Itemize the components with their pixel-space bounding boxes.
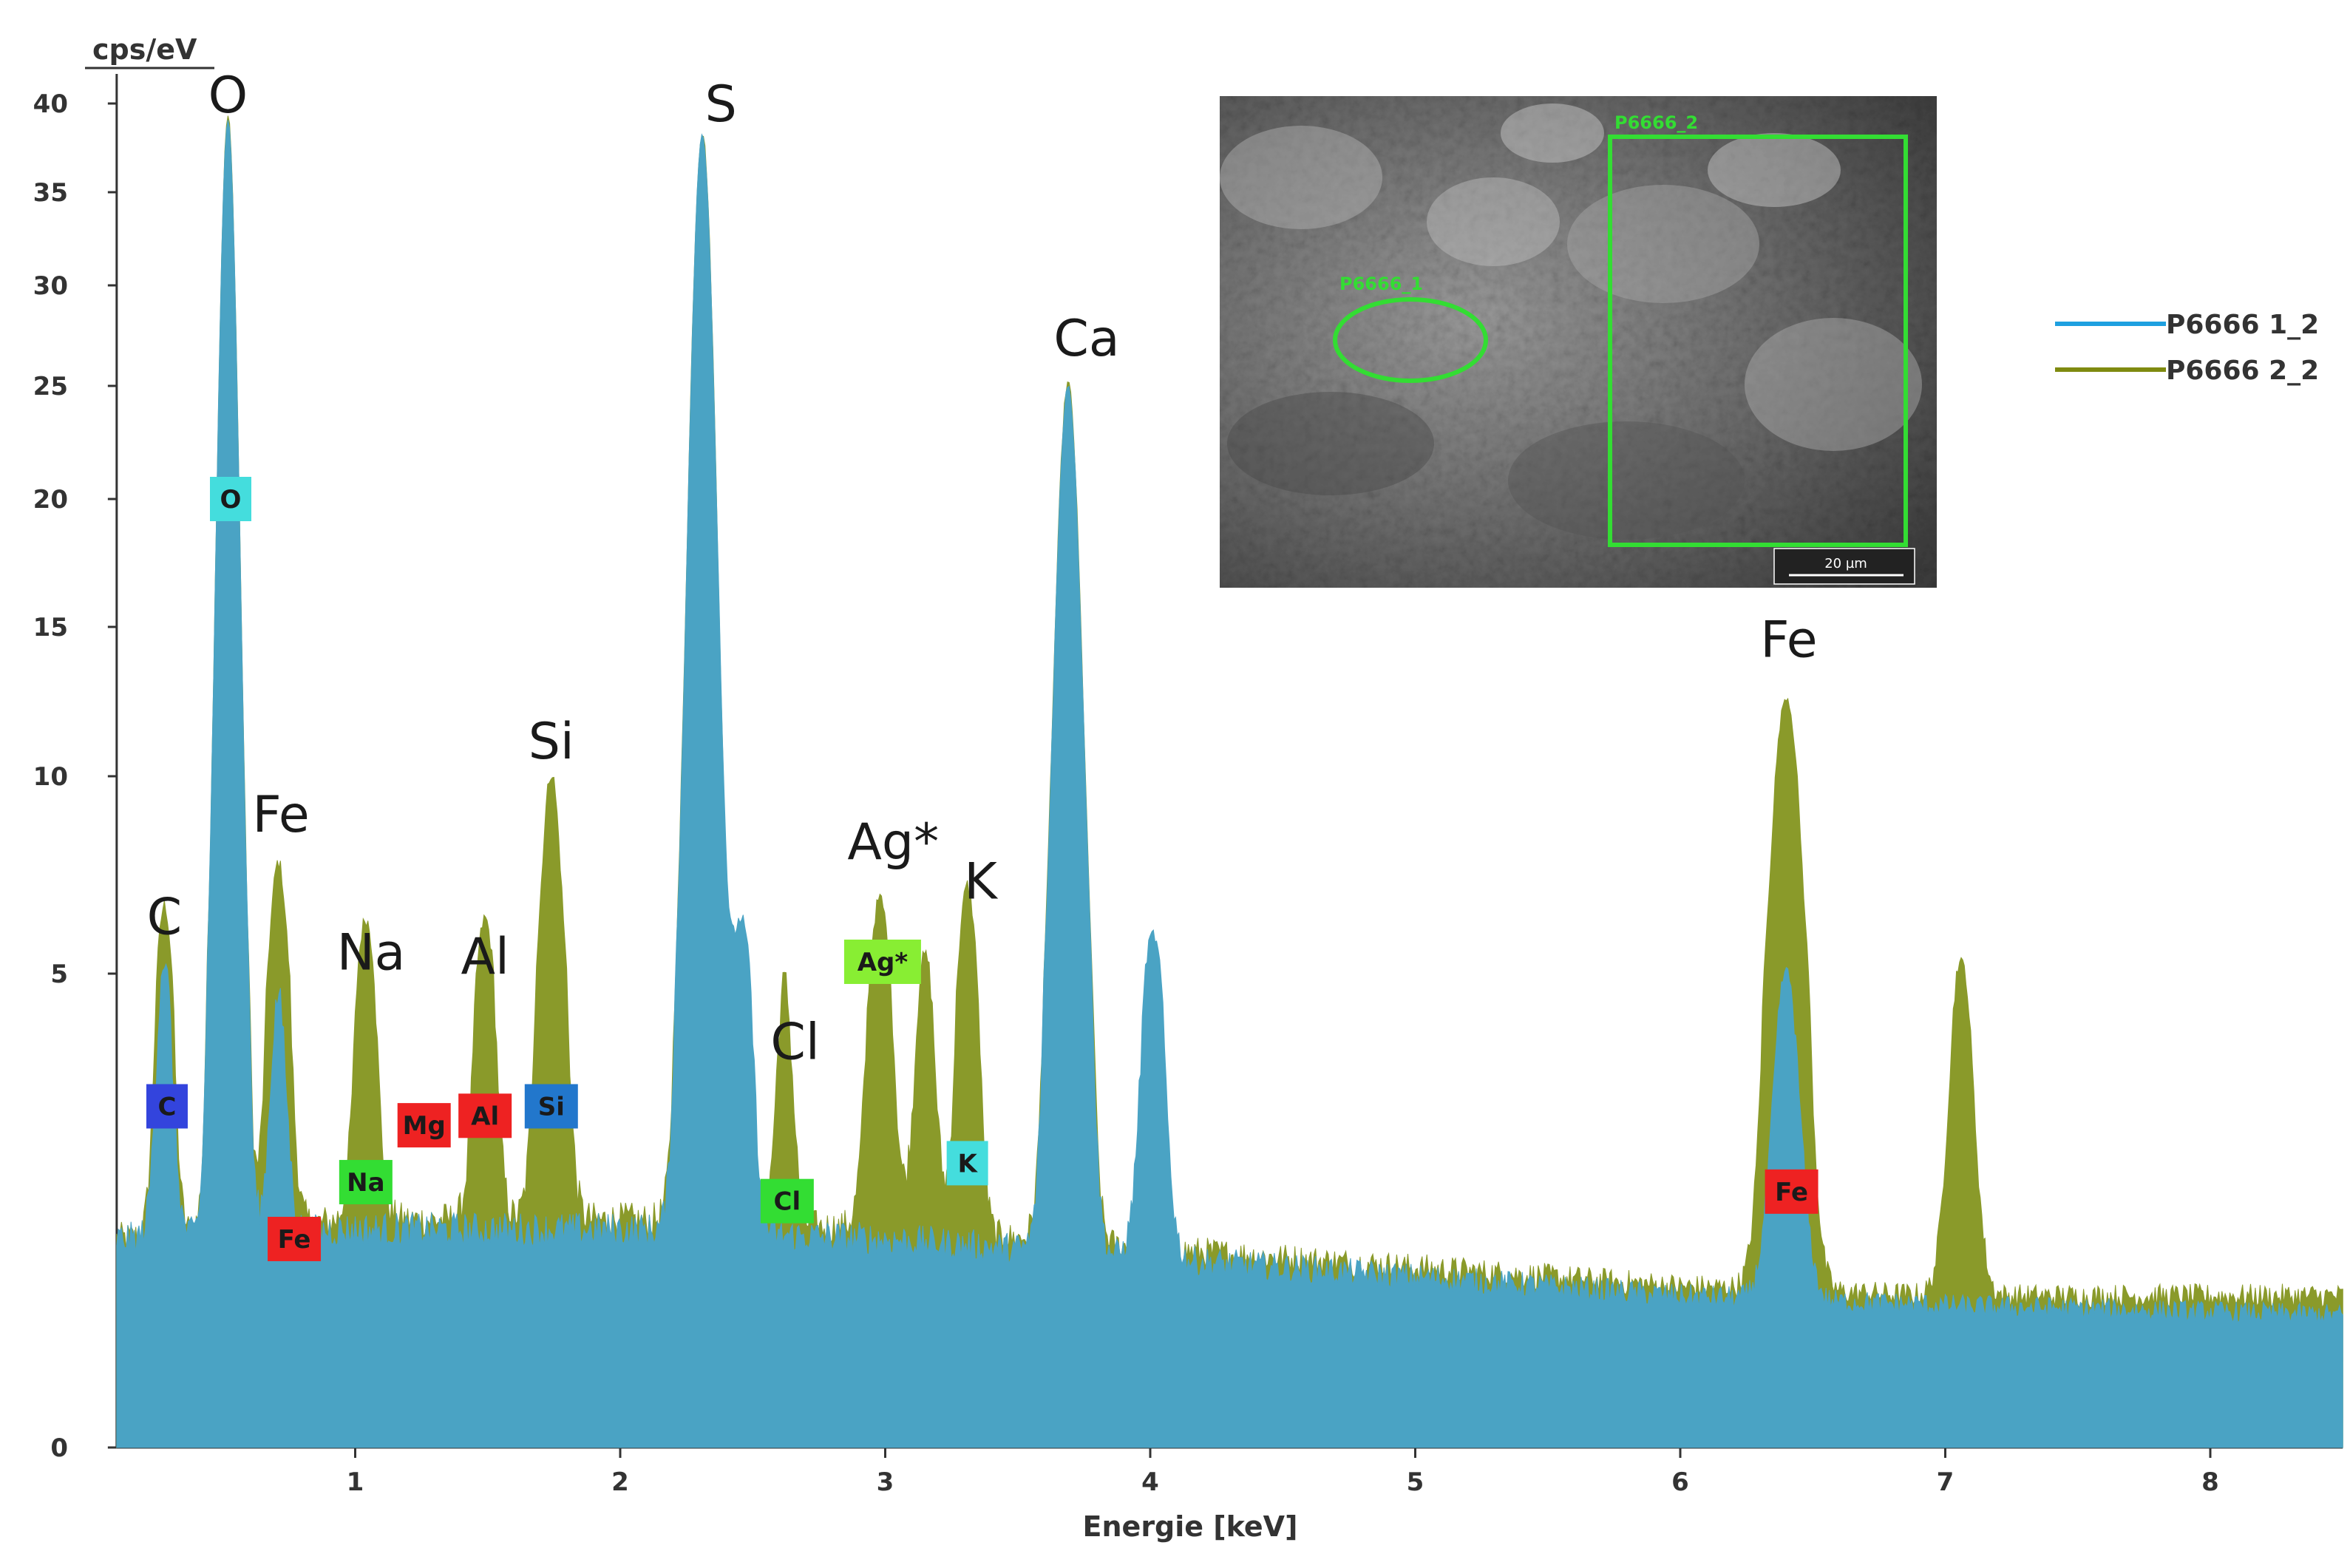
y-tick-label: 35 bbox=[33, 178, 68, 208]
sem-image-background bbox=[1220, 96, 1937, 588]
element-marker-label: Si bbox=[538, 1092, 565, 1121]
peak-label: Fe bbox=[253, 786, 310, 844]
peak-label: Fe bbox=[1760, 611, 1817, 669]
x-tick-label: 6 bbox=[1671, 1467, 1689, 1497]
x-tick-label: 8 bbox=[2201, 1467, 2219, 1497]
element-marker-label: Na bbox=[347, 1168, 384, 1198]
element-marker-box bbox=[1765, 1169, 1818, 1214]
element-marker-box bbox=[524, 1084, 578, 1129]
sem-roi-2-rect bbox=[1608, 135, 1908, 547]
element-marker-box bbox=[397, 1103, 451, 1148]
x-tick-label: 7 bbox=[1937, 1467, 1955, 1497]
peak-labels: O C Fe Na Al Si S Cl Ag* K Ca Fe bbox=[147, 67, 1818, 1071]
element-marker-label: K bbox=[957, 1149, 978, 1178]
peak-label: Al bbox=[461, 928, 509, 986]
x-tick-label: 2 bbox=[611, 1467, 629, 1497]
sem-scale-label: 20 µm bbox=[1824, 556, 1867, 571]
element-marker-box bbox=[760, 1178, 814, 1223]
y-axis-title: cps/eV bbox=[92, 33, 197, 66]
y-tick-label: 25 bbox=[33, 372, 68, 401]
peak-label: C bbox=[147, 889, 182, 947]
x-tick-label: 5 bbox=[1407, 1467, 1424, 1497]
element-markers: C O Fe Na Mg Al Si Cl Ag* K Fe bbox=[146, 477, 1818, 1261]
legend: P6666 1_2 P6666 2_2 bbox=[2055, 310, 2319, 386]
spectrum-series-1 bbox=[116, 120, 2343, 1448]
element-marker-box bbox=[339, 1160, 393, 1205]
x-tick-label: 3 bbox=[877, 1467, 894, 1497]
x-tick-label: 4 bbox=[1141, 1467, 1159, 1497]
y-tick-label: 40 bbox=[33, 89, 68, 119]
element-marker-box bbox=[146, 1084, 188, 1129]
spectra bbox=[116, 115, 2343, 1448]
x-axis-title: Energie [keV] bbox=[1083, 1510, 1298, 1543]
element-marker-label: Fe bbox=[278, 1225, 311, 1255]
sem-texture bbox=[1220, 103, 1922, 540]
element-marker-label: Al bbox=[471, 1102, 499, 1131]
peak-label: Si bbox=[529, 713, 574, 771]
element-marker-box bbox=[843, 939, 921, 984]
peak-label: Ag* bbox=[847, 813, 939, 872]
sem-roi-1-label: P6666_1 bbox=[1339, 274, 1423, 294]
element-marker-label: C bbox=[157, 1092, 176, 1121]
legend-label-series-2: P6666 2_2 bbox=[2166, 356, 2319, 386]
x-tick-label: 1 bbox=[347, 1467, 364, 1497]
element-marker-box bbox=[268, 1216, 322, 1261]
peak-label: K bbox=[964, 853, 999, 912]
element-marker-box bbox=[210, 477, 252, 521]
y-tick-label: 20 bbox=[33, 485, 68, 515]
element-marker-box bbox=[458, 1093, 512, 1138]
y-tick-label: 30 bbox=[33, 271, 68, 301]
y-tick-label: 5 bbox=[50, 960, 68, 989]
y-tick-label: 15 bbox=[33, 613, 68, 642]
element-marker-label: O bbox=[220, 485, 242, 515]
legend-label-series-1: P6666 1_2 bbox=[2166, 310, 2319, 340]
element-marker-label: Cl bbox=[774, 1187, 801, 1217]
element-marker-label: Mg bbox=[403, 1111, 446, 1141]
peak-label: O bbox=[208, 67, 248, 125]
element-marker-label: Fe bbox=[1775, 1178, 1808, 1207]
peak-label: S bbox=[705, 75, 737, 134]
peak-label: Na bbox=[337, 924, 406, 982]
peak-label: Cl bbox=[770, 1013, 819, 1071]
element-marker-label: Ag* bbox=[858, 948, 909, 977]
sem-roi-1-ellipse bbox=[1333, 297, 1488, 383]
element-marker-box bbox=[946, 1141, 988, 1186]
peak-label: Ca bbox=[1053, 310, 1119, 368]
sem-inset-image: P6666_1 P6666_2 20 µm bbox=[1220, 96, 1937, 588]
sem-scale-box bbox=[1773, 548, 1915, 585]
sem-roi-2-label: P6666_2 bbox=[1614, 112, 1698, 133]
y-tick-label: 0 bbox=[50, 1433, 68, 1463]
y-tick-label: 10 bbox=[33, 762, 68, 792]
